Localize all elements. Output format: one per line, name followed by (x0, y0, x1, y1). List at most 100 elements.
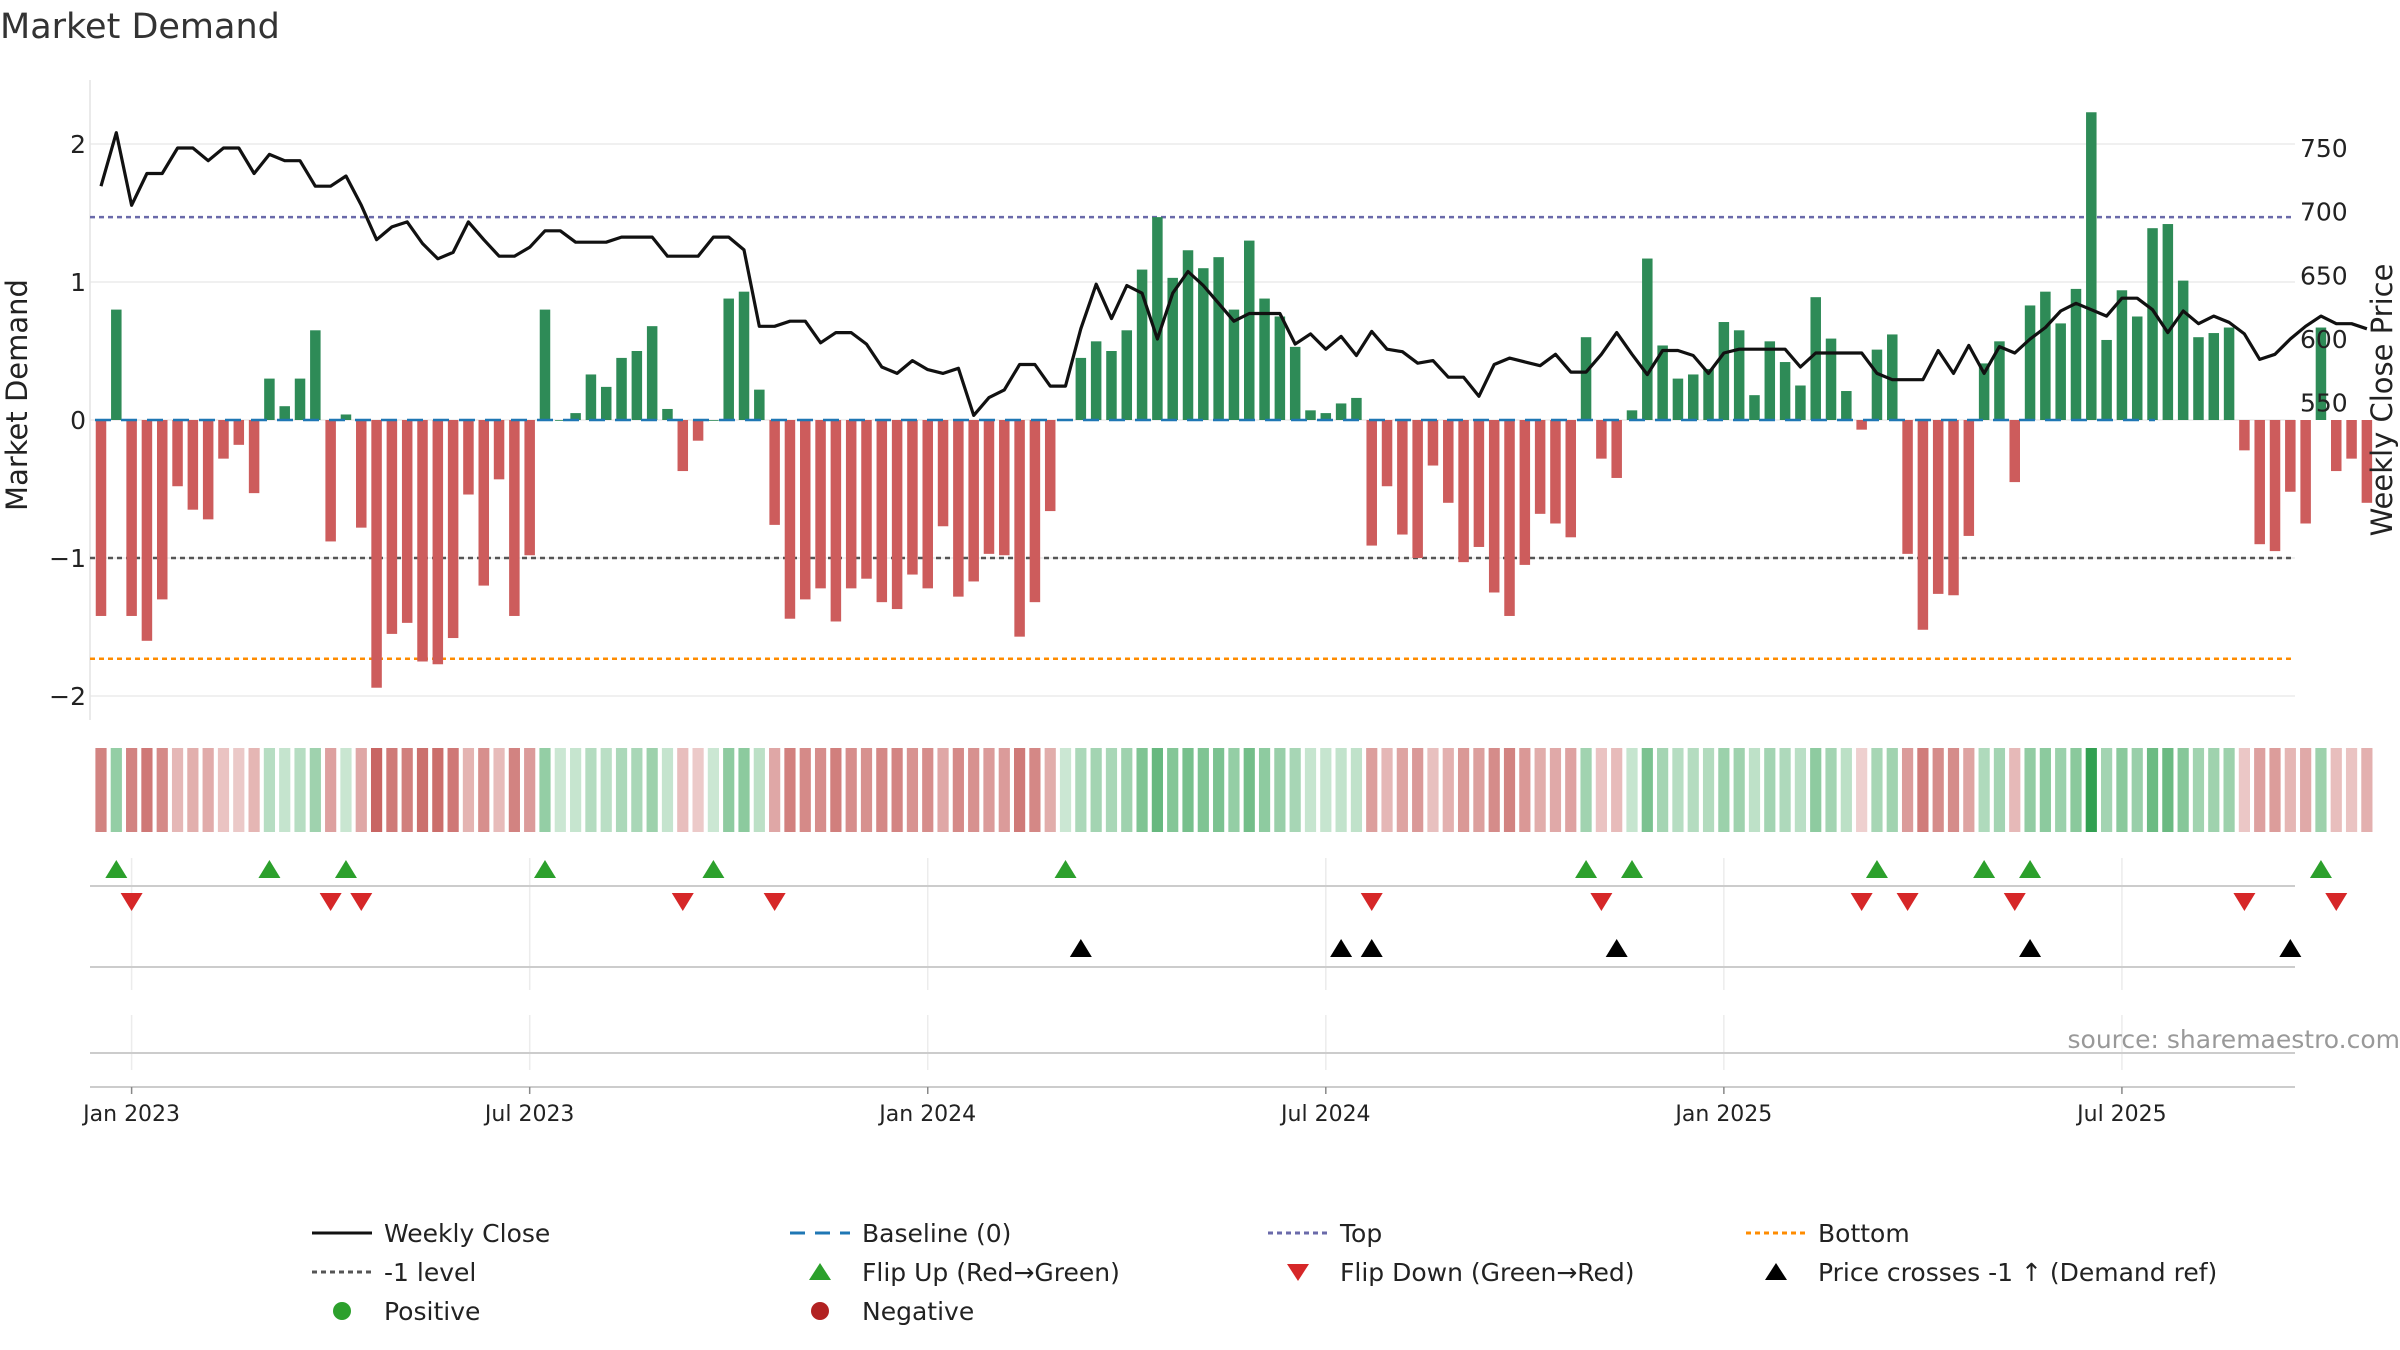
strip-cell (2284, 748, 2296, 832)
strip-cell (1473, 748, 1485, 832)
strip-cell (2223, 748, 2235, 832)
strip-cell (432, 748, 444, 832)
flip-down-marker (350, 893, 373, 911)
strip-cell (1381, 748, 1393, 832)
flip-up-marker (702, 860, 725, 878)
demand-bar (1534, 420, 1546, 514)
strip-cell (1075, 748, 1087, 832)
strip-cell (1657, 748, 1669, 832)
strip-cell (202, 748, 214, 832)
price-cross-marker (1360, 939, 1383, 957)
strip-cell (524, 748, 536, 832)
demand-bar (1703, 368, 1714, 420)
price-cross-marker (1069, 939, 1092, 957)
strip-cell (1105, 748, 1118, 832)
strip-cell (2361, 748, 2373, 832)
legend-swatch (811, 1302, 829, 1320)
weekly-close-layer (99, 131, 2368, 417)
strip-cell (2009, 748, 2021, 832)
strip-cell (1856, 748, 1868, 832)
flip-down-marker (2003, 893, 2026, 911)
strip-cell (876, 748, 888, 832)
strip-cell (1136, 748, 1148, 832)
flip-down-marker (2233, 893, 2256, 911)
strip-cell (1794, 748, 1807, 832)
demand-bar (800, 420, 811, 600)
demand-bar (279, 406, 290, 420)
strip-cell (2254, 748, 2266, 832)
demand-bar (1825, 338, 1837, 420)
strip-cell (1963, 748, 1975, 832)
strip-cell (1748, 748, 1761, 832)
demand-bar (2193, 337, 2204, 420)
x-tick-label: Jul 2023 (483, 1102, 575, 1127)
strip-cell (1733, 748, 1745, 832)
strip-cell (386, 748, 398, 832)
demand-bar (1642, 258, 1653, 420)
strip-cell (1810, 748, 1822, 832)
y-axis-left-label: Market Demand (0, 279, 34, 511)
y-tick-left: 0 (70, 406, 86, 435)
strip-cell (998, 748, 1010, 832)
demand-bar (845, 420, 857, 589)
demand-bar (1963, 420, 1975, 536)
demand-bar (1733, 330, 1745, 420)
strip-cell (294, 748, 306, 832)
demand-bar (1932, 420, 1944, 594)
legend-item: Negative (811, 1297, 974, 1326)
strip-cell (1228, 748, 1240, 832)
strip-cell (1274, 748, 1286, 832)
strip-cell (585, 748, 597, 832)
strip-cell (126, 748, 138, 832)
demand-bar (953, 420, 964, 597)
demand-bar (371, 420, 382, 688)
strip-cell (171, 748, 184, 832)
demand-bar (95, 420, 107, 616)
demand-bar (325, 420, 336, 542)
legend-label: Price crosses -1 ↑ (Demand ref) (1818, 1258, 2217, 1287)
strip-cell (1932, 748, 1944, 832)
demand-bar (524, 420, 535, 556)
demand-bar (1779, 362, 1791, 420)
demand-bar (1106, 351, 1117, 420)
legend-label: Weekly Close (384, 1219, 550, 1248)
strip-cell (860, 748, 873, 832)
demand-bar (585, 374, 597, 420)
signal-markers (105, 860, 2348, 957)
demand-bar (111, 309, 122, 420)
demand-bar (2040, 291, 2051, 420)
demand-bar (570, 413, 581, 420)
strip-cell (2085, 748, 2097, 832)
demand-bars (95, 112, 2373, 688)
demand-bar (1994, 341, 2005, 420)
strip-cell (906, 748, 919, 832)
demand-bar (937, 420, 949, 527)
strip-cell (2269, 748, 2281, 832)
strip-cell (1289, 748, 1301, 832)
demand-bar (1182, 250, 1194, 420)
legend-label: -1 level (384, 1258, 476, 1287)
legend-item: Baseline (0) (790, 1219, 1011, 1248)
strip-cell (156, 748, 168, 832)
legend-label: Bottom (1818, 1219, 1910, 1248)
demand-bar (463, 420, 474, 495)
demand-bar (432, 420, 444, 665)
strip-cell (1978, 748, 1990, 832)
demand-bar (218, 420, 229, 459)
flip-down-marker (1896, 893, 1919, 911)
demand-bar (1090, 341, 1102, 420)
strip-cell (922, 748, 934, 832)
strip-cell (2116, 748, 2128, 832)
strip-cell (1611, 748, 1623, 832)
demand-bar (1397, 420, 1408, 535)
demand-bar (1136, 269, 1148, 420)
strip-cell (1488, 748, 1500, 832)
strip-cell (1993, 748, 2006, 832)
strip-cell (340, 748, 352, 832)
flip-up-marker (1973, 860, 1996, 878)
demand-bar (1841, 391, 1852, 420)
demand-bar (2177, 280, 2189, 420)
strip-cell (600, 748, 612, 832)
demand-bar (2315, 327, 2327, 420)
